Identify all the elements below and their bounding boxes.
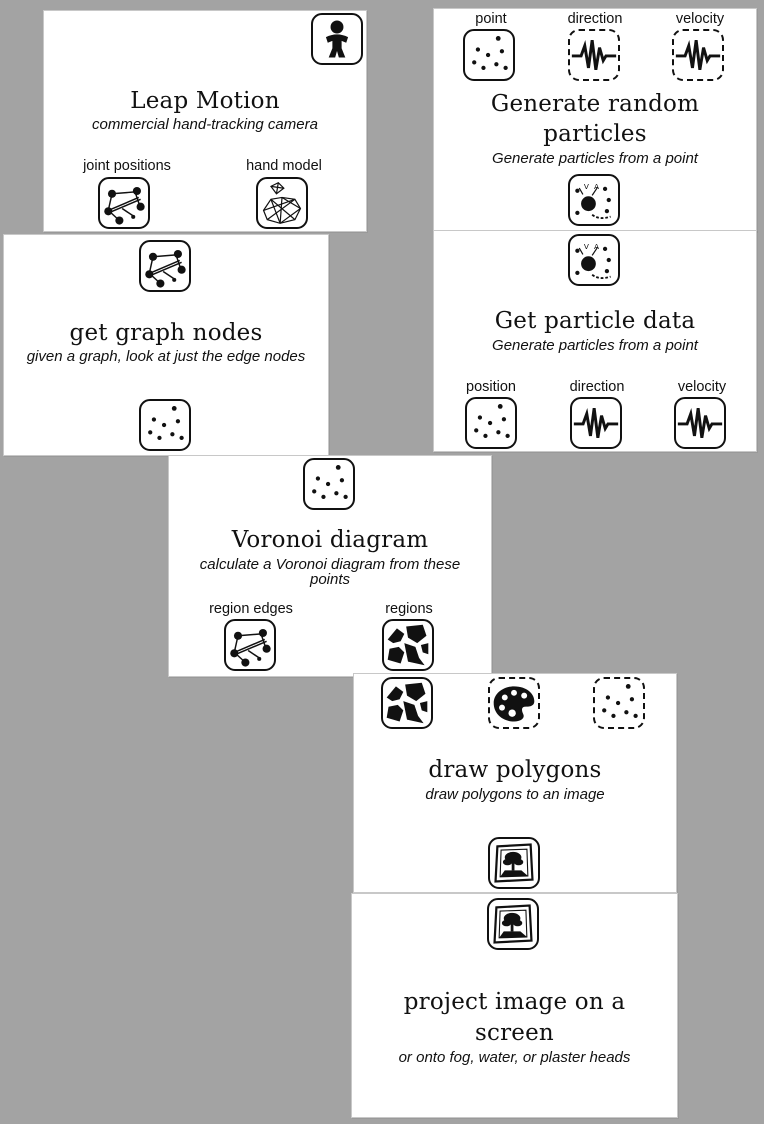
person-icon xyxy=(311,13,363,65)
card-subtitle: draw polygons to an image xyxy=(425,786,605,803)
card-title: Leap Motion xyxy=(130,88,280,114)
card-title-line2: particles xyxy=(543,121,647,147)
dots-icon[interactable] xyxy=(139,399,191,451)
dots-icon[interactable] xyxy=(463,29,515,81)
output-label-velocity: velocity xyxy=(677,379,727,395)
dots-icon[interactable] xyxy=(303,458,355,510)
card-draw-polygons[interactable]: draw polygons draw polygons to an image xyxy=(353,673,677,893)
waveform-icon[interactable] xyxy=(570,397,622,449)
input-label-direction: direction xyxy=(567,11,623,27)
waveform-icon[interactable] xyxy=(568,29,620,81)
card-project-image[interactable]: project image on a screen or onto fog, w… xyxy=(351,893,678,1118)
particles-icon[interactable] xyxy=(568,174,620,226)
particles-icon[interactable] xyxy=(568,234,620,286)
card-subtitle: Generate particles from a point xyxy=(492,150,698,167)
output-label-hand-model: hand model xyxy=(246,158,322,174)
card-title-line1: project image on a xyxy=(403,989,626,1015)
card-get-particle-data[interactable]: Get particle data Generate particles fro… xyxy=(433,230,757,452)
regions-icon[interactable] xyxy=(381,677,433,729)
card-title: draw polygons xyxy=(428,757,602,783)
waveform-icon[interactable] xyxy=(672,29,724,81)
graph-nodes-icon[interactable] xyxy=(139,240,191,292)
input-label-point: point xyxy=(475,11,507,27)
card-subtitle: given a graph, look at just the edge nod… xyxy=(26,348,306,365)
output-label-position: position xyxy=(466,379,516,395)
palette-icon[interactable] xyxy=(488,677,540,729)
card-get-graph-nodes[interactable]: get graph nodes given a graph, look at j… xyxy=(3,234,329,456)
hand-mesh-icon[interactable] xyxy=(256,177,308,229)
card-title-line2: screen xyxy=(475,1020,554,1046)
card-title: Voronoi diagram xyxy=(231,527,429,553)
dots-icon[interactable] xyxy=(593,677,645,729)
card-title: Get particle data xyxy=(494,308,696,334)
waveform-icon[interactable] xyxy=(674,397,726,449)
output-label-regions: regions xyxy=(385,601,433,617)
card-subtitle-line1: calculate a Voronoi diagram from these xyxy=(199,556,461,573)
card-title: get graph nodes xyxy=(69,320,263,346)
output-label-joint-positions: joint positions xyxy=(83,158,171,174)
card-title-line1: Generate random xyxy=(490,91,700,117)
output-label-direction: direction xyxy=(569,379,625,395)
card-subtitle: Generate particles from a point xyxy=(492,337,698,354)
dots-icon[interactable] xyxy=(465,397,517,449)
card-leap-motion[interactable]: Leap Motion commercial hand-tracking cam… xyxy=(43,10,367,232)
graph-nodes-icon[interactable] xyxy=(98,177,150,229)
card-voronoi-diagram[interactable]: Voronoi diagram calculate a Voronoi diag… xyxy=(168,455,492,677)
regions-icon[interactable] xyxy=(382,619,434,671)
card-subtitle: or onto fog, water, or plaster heads xyxy=(398,1049,631,1066)
card-generate-random-particles[interactable]: point direction velocity Generate random… xyxy=(433,8,757,232)
input-label-velocity: velocity xyxy=(675,11,725,27)
card-subtitle: commercial hand-tracking camera xyxy=(92,116,318,133)
output-label-region-edges: region edges xyxy=(209,601,293,617)
framed-tree-icon[interactable] xyxy=(487,898,539,950)
graph-nodes-icon[interactable] xyxy=(224,619,276,671)
framed-tree-icon[interactable] xyxy=(488,837,540,889)
card-subtitle-line2: points xyxy=(309,571,351,588)
